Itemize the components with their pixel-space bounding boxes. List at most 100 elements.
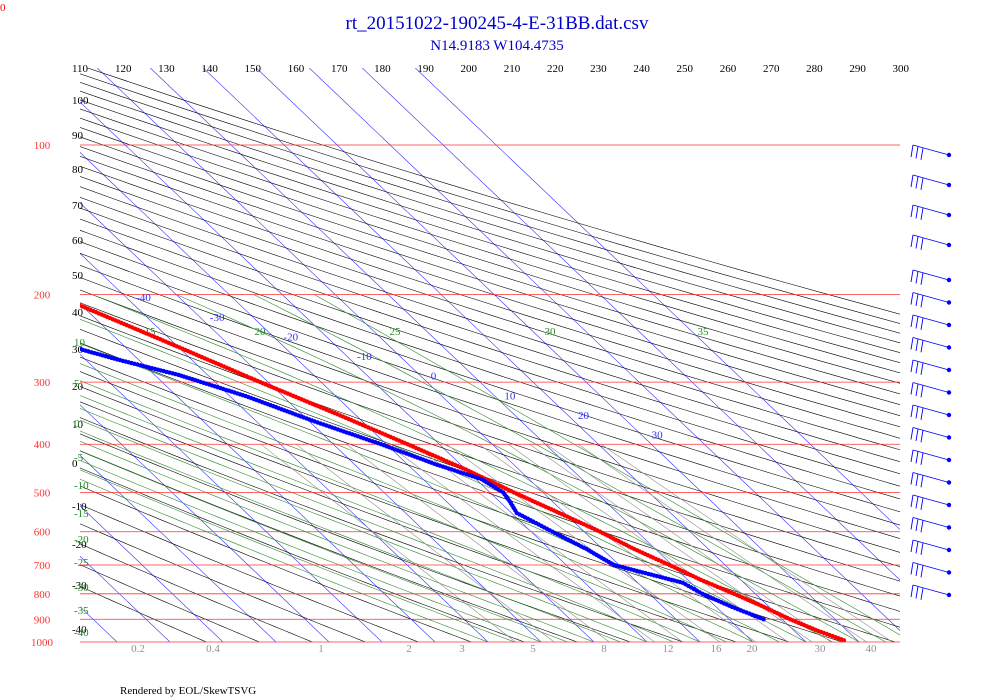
wind-barb-staff [912, 404, 950, 416]
wind-barb-feather [910, 539, 914, 553]
pressure-tick-label: 300 [34, 377, 51, 389]
pressure-tick-label: 400 [34, 439, 51, 451]
wind-barb [910, 174, 952, 190]
dry-adiabat-left-label: 40 [72, 307, 84, 319]
theta-label: 250 [677, 63, 694, 75]
temperature-point [19, 278, 23, 282]
mixing-ratio-line [387, 443, 655, 642]
wind-barb-feather [920, 362, 924, 375]
dry-adiabat-line [80, 176, 900, 439]
moist-adiabat-left-label: -5 [74, 452, 84, 464]
wind-barb-feather [920, 295, 924, 308]
isotherm-line [80, 202, 542, 642]
dry-adiabat-line [80, 386, 790, 642]
dry-adiabat-left-label: 30 [72, 344, 84, 356]
moist-adiabat-left-label: 0 [74, 418, 80, 430]
dewpoint-point [2, 325, 6, 329]
temperature-point [4, 272, 8, 276]
wind-barb [910, 292, 952, 308]
isotherm-line [80, 303, 436, 642]
corner-label: 0 [0, 2, 6, 14]
pressure-tick-label: 1000 [31, 637, 54, 649]
dewpoint-point [43, 337, 47, 341]
dewpoint-point [14, 329, 18, 333]
dewpoint-point [20, 330, 24, 334]
isotherm-line [80, 253, 489, 642]
dewpoint-point [17, 329, 21, 333]
theta-label: 120 [115, 63, 132, 75]
dry-adiabat-line [87, 68, 900, 315]
wind-barb-staff [912, 562, 950, 573]
isotherm-line [0, 68, 11, 642]
dry-adiabat-left-label: 0 [72, 458, 78, 470]
isotherm-label: 10 [504, 390, 516, 402]
dry-adiabat-line [80, 543, 313, 642]
wind-barb-feather [915, 206, 919, 219]
theta-label: 130 [158, 63, 175, 75]
pressure-tick-label: 600 [34, 527, 51, 539]
temperature-point [61, 296, 65, 300]
wind-barb [910, 234, 952, 250]
wind-barb [910, 337, 952, 353]
temperature-point [74, 302, 78, 306]
wind-barb-feather [915, 451, 919, 464]
pressure-tick-label: 100 [34, 140, 51, 152]
dry-adiabat-line [80, 136, 900, 395]
mixing-ratio-label: 3 [459, 643, 465, 655]
temperature-point [80, 303, 82, 308]
dry-adiabat-line [80, 156, 900, 416]
isotherm-label: 20 [578, 410, 590, 422]
dewpoint-point [52, 340, 56, 344]
moist-adiabat-left-label: -25 [74, 557, 89, 569]
wind-barb-staff [912, 359, 950, 371]
isotherm-line [80, 353, 383, 642]
dry-adiabat-left-label: 90 [72, 130, 84, 142]
temperature-point [63, 297, 67, 301]
dewpoint-point [11, 328, 15, 332]
dry-adiabat-line [80, 342, 900, 628]
wind-barb-feather [910, 494, 914, 508]
wind-barb-feather [915, 586, 919, 599]
dry-adiabat-line [80, 264, 900, 539]
dry-adiabat-line [80, 564, 260, 642]
wind-barb-feather [915, 271, 919, 284]
wind-barb-staff [912, 204, 950, 216]
dry-adiabat-left-label: 50 [72, 270, 84, 282]
theta-label: 180 [374, 63, 391, 75]
dewpoint-point [64, 343, 68, 347]
wind-barb-feather [915, 293, 919, 306]
pressure-tick-label: 800 [34, 589, 51, 601]
dry-adiabat-left-label: -10 [72, 501, 87, 513]
isotherm-line [415, 68, 900, 531]
dry-adiabat-line [80, 585, 207, 642]
wind-barb-feather [920, 452, 924, 465]
wind-barb-feather [915, 496, 919, 509]
dewpoint-point [23, 331, 27, 335]
wind-barb-feather [910, 144, 914, 158]
moist-adiabat-left-label: 10 [74, 337, 86, 349]
dry-adiabat-left-label: 100 [72, 95, 89, 107]
wind-barb [910, 539, 952, 555]
isotherm-line [256, 68, 860, 642]
wind-barb-feather [915, 176, 919, 189]
isotherm-grid [0, 68, 900, 642]
wind-barb [910, 449, 952, 465]
isotherm-line [203, 68, 807, 642]
wind-barb-staff [912, 174, 950, 186]
wind-barb-staff [912, 539, 950, 551]
dry-adiabat-line [80, 241, 900, 513]
wind-barb [910, 314, 952, 330]
theta-label: 200 [461, 63, 478, 75]
moist-adiabat-label: 35 [698, 326, 710, 338]
wind-barb-feather [920, 237, 924, 250]
dewpoint-point [38, 335, 42, 339]
wind-barb-staff [912, 234, 950, 246]
wind-barb-feather [910, 382, 914, 395]
theta-label: 150 [245, 63, 262, 75]
mixing-ratio-label: 16 [711, 643, 723, 655]
mixing-ratio-label: 20 [747, 643, 759, 655]
moist-adiabat-line [80, 450, 568, 642]
moist-adiabat-line [253, 294, 886, 642]
wind-barb-feather [920, 207, 924, 220]
wind-barb [910, 404, 952, 420]
